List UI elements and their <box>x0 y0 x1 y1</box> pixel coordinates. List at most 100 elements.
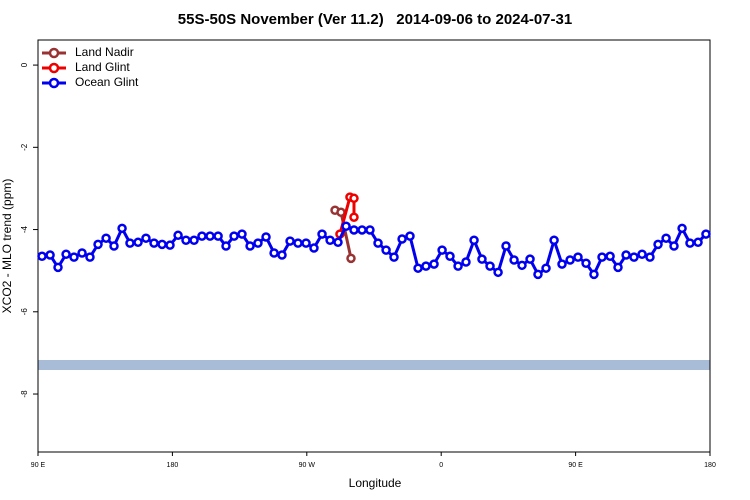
data-point <box>693 237 703 248</box>
data-point <box>317 229 327 239</box>
data-point <box>669 241 679 251</box>
data-point <box>413 263 423 273</box>
data-point <box>213 231 223 241</box>
data-point <box>621 250 631 260</box>
data-point <box>549 235 559 245</box>
data-point <box>285 236 295 246</box>
data-point <box>405 231 415 241</box>
data-point <box>421 261 431 271</box>
data-point <box>269 248 279 258</box>
data-point <box>37 251 47 262</box>
data-point <box>493 267 503 278</box>
y-tick-label: -2 <box>20 143 29 151</box>
data-point <box>181 235 191 245</box>
data-point <box>336 207 346 218</box>
data-point <box>477 254 487 264</box>
data-point <box>461 257 471 267</box>
data-point <box>429 259 439 269</box>
data-point <box>397 234 407 244</box>
data-point <box>133 237 143 248</box>
land-mask-band <box>38 360 710 370</box>
data-point <box>373 238 383 248</box>
data-point <box>517 260 527 271</box>
data-point <box>325 235 335 245</box>
data-point <box>101 233 111 243</box>
data-point <box>605 251 615 262</box>
data-point <box>277 250 287 260</box>
data-point <box>346 253 356 264</box>
data-point <box>93 239 103 250</box>
data-point <box>541 263 551 273</box>
data-point <box>197 231 207 241</box>
data-point <box>333 237 343 248</box>
data-point <box>349 225 359 235</box>
legend-marker <box>48 77 60 89</box>
data-point <box>125 238 135 248</box>
data-point <box>237 229 247 239</box>
legend-label: Land Nadir <box>75 45 134 59</box>
data-point <box>453 261 463 271</box>
data-point <box>573 252 583 262</box>
x-tick-label: 90 E <box>31 462 46 469</box>
chart-title: 55S-50S November (Ver 11.2) 2014-09-06 t… <box>178 11 572 28</box>
x-tick-label: 180 <box>704 462 716 469</box>
data-point <box>381 245 391 255</box>
data-point <box>645 252 655 262</box>
series-line <box>41 224 708 278</box>
data-point <box>357 225 367 235</box>
data-point <box>677 223 687 234</box>
y-tick-label: 0 <box>20 62 29 67</box>
data-point <box>109 241 119 251</box>
data-point <box>165 240 175 250</box>
data-point <box>141 233 151 243</box>
data-point <box>229 231 239 241</box>
legend-marker <box>48 47 60 59</box>
data-point <box>53 262 63 273</box>
data-point <box>157 239 167 250</box>
data-point <box>349 193 359 204</box>
data-point <box>293 238 303 248</box>
data-point <box>653 239 663 250</box>
legend-label: Land Glint <box>75 60 130 74</box>
data-point <box>117 223 127 234</box>
data-point <box>509 255 519 265</box>
data-point <box>533 269 543 280</box>
data-point <box>565 255 575 265</box>
x-tick-label: 180 <box>167 462 179 469</box>
data-point <box>685 238 695 248</box>
y-tick-label: -4 <box>20 225 29 233</box>
data-point <box>309 243 319 253</box>
data-point <box>349 212 359 222</box>
data-point <box>69 252 79 262</box>
x-tick-label: 90 E <box>568 462 583 469</box>
data-point <box>485 261 495 271</box>
data-point <box>221 241 231 251</box>
data-point <box>253 238 263 248</box>
data-point <box>661 233 671 243</box>
y-tick-label: -6 <box>20 308 29 316</box>
legend-marker <box>48 62 60 74</box>
data-point <box>45 250 55 260</box>
x-axis-label: Longitude <box>349 476 402 490</box>
data-point <box>557 259 567 269</box>
data-point <box>525 254 535 264</box>
data-point <box>701 229 711 239</box>
data-point <box>613 262 623 273</box>
legend-label: Ocean Glint <box>75 75 139 89</box>
data-point <box>85 252 95 262</box>
data-point <box>245 241 255 251</box>
data-point <box>77 248 87 258</box>
data-point <box>469 235 479 245</box>
y-axis-label: XCO2 - MLO trend (ppm) <box>0 179 14 314</box>
data-point <box>501 241 511 251</box>
data-point <box>301 238 311 248</box>
data-point <box>205 231 215 241</box>
data-point <box>173 230 183 241</box>
data-point <box>581 258 591 269</box>
data-point <box>389 252 399 262</box>
data-point <box>637 249 647 259</box>
data-point <box>589 269 599 280</box>
x-tick-label: 90 W <box>299 462 316 469</box>
data-point <box>437 245 447 255</box>
